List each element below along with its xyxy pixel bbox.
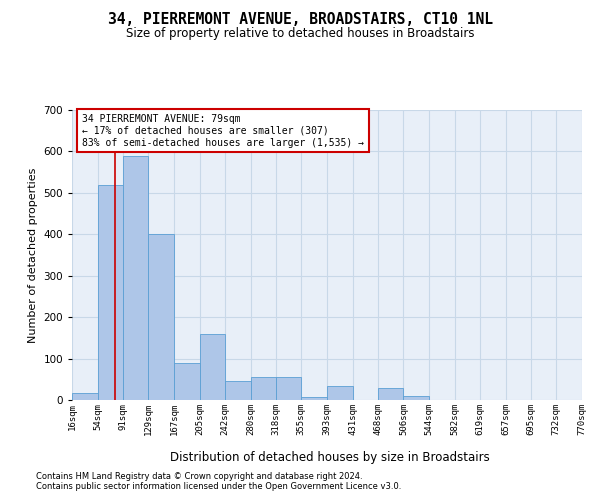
Bar xyxy=(251,377,276,400)
Text: Contains HM Land Registry data © Crown copyright and database right 2024.: Contains HM Land Registry data © Crown c… xyxy=(36,472,362,481)
Bar xyxy=(98,184,123,400)
Bar xyxy=(378,388,403,400)
Bar xyxy=(174,362,200,400)
Text: Size of property relative to detached houses in Broadstairs: Size of property relative to detached ho… xyxy=(126,28,474,40)
Text: 34, PIERREMONT AVENUE, BROADSTAIRS, CT10 1NL: 34, PIERREMONT AVENUE, BROADSTAIRS, CT10… xyxy=(107,12,493,28)
Text: 34 PIERREMONT AVENUE: 79sqm
← 17% of detached houses are smaller (307)
83% of se: 34 PIERREMONT AVENUE: 79sqm ← 17% of det… xyxy=(82,114,364,148)
Bar xyxy=(276,377,301,400)
Bar xyxy=(72,392,98,400)
Bar xyxy=(327,386,353,400)
Text: Distribution of detached houses by size in Broadstairs: Distribution of detached houses by size … xyxy=(170,451,490,464)
Bar xyxy=(148,234,174,400)
Bar xyxy=(200,334,225,400)
Text: Contains public sector information licensed under the Open Government Licence v3: Contains public sector information licen… xyxy=(36,482,401,491)
Bar xyxy=(301,396,327,400)
Bar xyxy=(225,382,251,400)
Y-axis label: Number of detached properties: Number of detached properties xyxy=(28,168,38,342)
Bar xyxy=(403,396,429,400)
Bar xyxy=(123,156,148,400)
